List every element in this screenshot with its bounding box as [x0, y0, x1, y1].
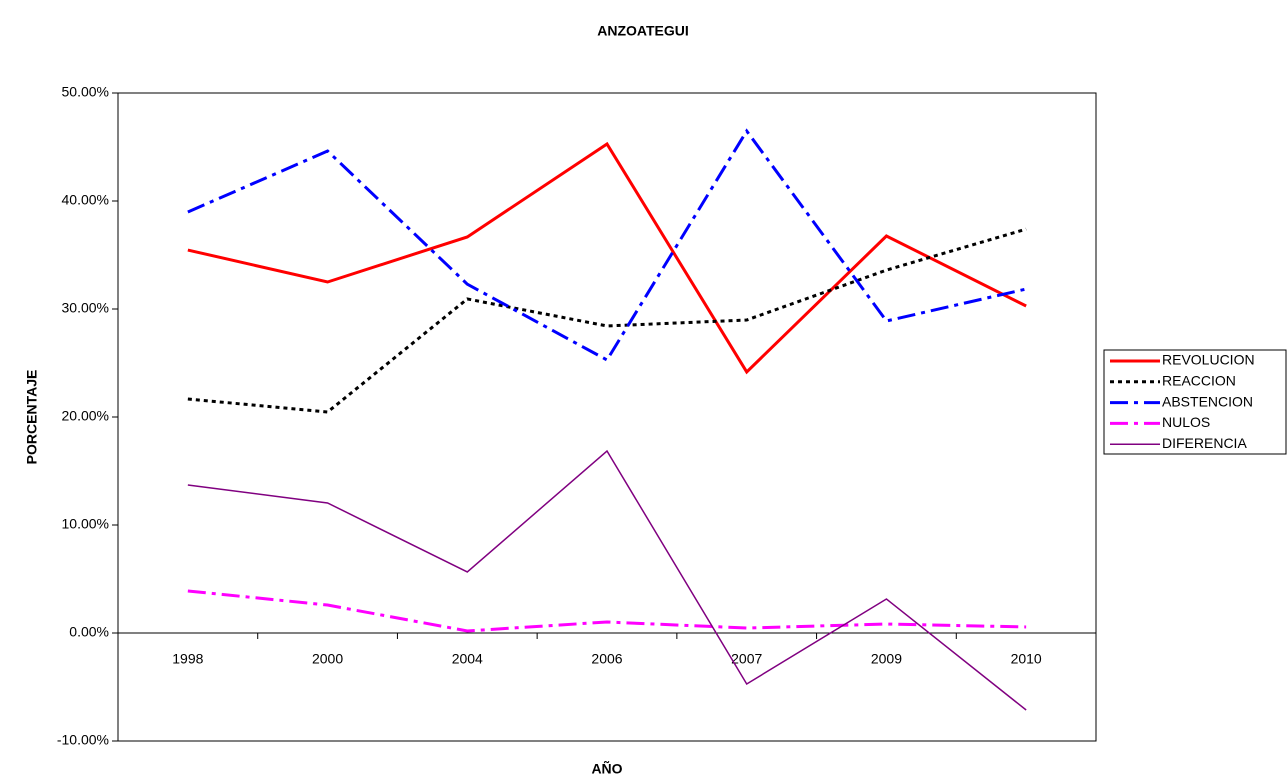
y-tick-label: 20.00% [62, 408, 109, 424]
y-tick-label: 40.00% [62, 192, 109, 208]
series-line [187, 128, 1027, 362]
series-line [187, 227, 1027, 414]
y-tick-label: -10.00% [57, 732, 109, 748]
y-tick-label: 10.00% [62, 516, 109, 532]
legend-label: DIFERENCIA [1162, 435, 1247, 451]
series-line [187, 449, 1027, 711]
x-tick-label: 2006 [591, 651, 622, 667]
x-tick-label: 2007 [731, 651, 762, 667]
y-tick-label: 50.00% [62, 84, 109, 100]
y-axis-label: PORCENTAJE [24, 370, 40, 465]
x-tick-label: 2009 [871, 651, 902, 667]
legend-label: ABSTENCION [1162, 393, 1253, 409]
legend-label: REVOLUCION [1162, 352, 1255, 368]
legend-label: REACCION [1162, 373, 1236, 389]
y-tick-label: 0.00% [69, 624, 109, 640]
x-tick-label: 2004 [452, 651, 483, 667]
chart-title: ANZOATEGUI [597, 23, 689, 39]
legend-label: NULOS [1162, 414, 1210, 430]
x-tick-label: 1998 [172, 651, 203, 667]
x-tick-label: 2010 [1011, 651, 1042, 667]
series-line [187, 141, 1027, 375]
plot-area [117, 92, 1097, 742]
x-tick-label: 2000 [312, 651, 343, 667]
x-axis-label: AÑO [591, 760, 622, 777]
series-line [187, 589, 1027, 633]
y-tick-label: 30.00% [62, 300, 109, 316]
